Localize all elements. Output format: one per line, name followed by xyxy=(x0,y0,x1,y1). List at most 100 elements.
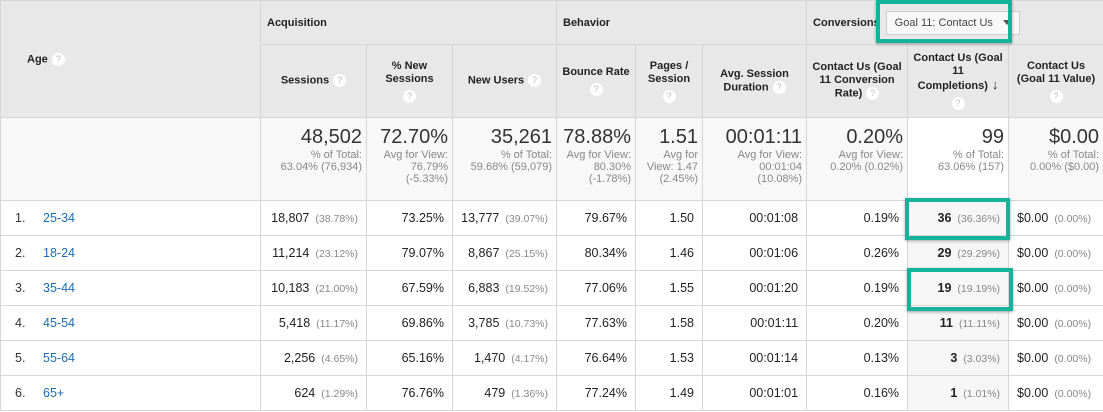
column-header-5[interactable]: Avg. Session Duration? xyxy=(701,44,808,118)
completions-value: 3 xyxy=(950,351,958,365)
age-header[interactable]: Age? xyxy=(0,0,261,118)
column-label: % New Sessions xyxy=(385,59,434,85)
help-icon[interactable]: ? xyxy=(662,89,676,103)
age-link[interactable]: 45-54 xyxy=(43,316,75,330)
sessions-value: 5,418 xyxy=(278,316,311,330)
cell-new-users: 13,777 (39.07%) xyxy=(452,200,557,236)
cell-new-sessions: 73.25% xyxy=(366,200,453,236)
column-header-2[interactable]: New Users? xyxy=(452,44,557,118)
bounce-value: 77.63% xyxy=(584,316,627,330)
cell-conv-rate: 0.16% xyxy=(806,375,909,411)
column-label: Bounce Rate xyxy=(562,66,630,78)
duration-value: 00:01:11 xyxy=(750,316,799,330)
row-index: 6. xyxy=(15,386,26,400)
help-icon[interactable]: ? xyxy=(1049,89,1063,103)
completions-pct: (1.01%) xyxy=(963,388,1001,400)
value-value: $0.00 xyxy=(1017,316,1049,330)
cell-bounce: 77.06% xyxy=(556,270,636,306)
new-users-value: 3,785 xyxy=(468,316,500,330)
sessions-pct: (23.12%) xyxy=(315,248,358,260)
summary-note: 63.04% (76,934) xyxy=(280,161,362,173)
summary-cell: 99% of Total: 63.06% (157) xyxy=(907,117,1010,201)
conv-rate-value: 0.13% xyxy=(863,351,900,365)
age-link[interactable]: 25-34 xyxy=(43,211,75,225)
sort-desc-icon[interactable]: ↓ xyxy=(991,77,999,92)
summary-note: Avg for View: xyxy=(838,149,904,161)
cell-conv-rate: 0.20% xyxy=(806,305,909,341)
table-row: 5. 55-64 2,256 (4.65%) 65.16% 1,470 (4.17%) 76.… xyxy=(0,340,1103,376)
cell-sessions: 2,256 (4.65%) xyxy=(260,340,367,376)
summary-value: 1.51 xyxy=(659,126,698,148)
sessions-pct: (38.78%) xyxy=(315,213,358,225)
summary-note: (2.45%) xyxy=(659,173,698,185)
table-row: 3. 35-44 10,183 (21.00%) 67.59% 6,883 (19.52%)… xyxy=(0,270,1103,306)
cell-value: $0.00 (0.00%) xyxy=(1008,375,1103,411)
completions-pct: (3.03%) xyxy=(963,353,1001,365)
completions-value: 19 xyxy=(937,281,952,295)
age-link[interactable]: 55-64 xyxy=(43,351,75,365)
new-users-value: 8,867 xyxy=(468,246,500,260)
cell-bounce: 77.24% xyxy=(556,375,636,411)
cell-bounce: 79.67% xyxy=(556,200,636,236)
conv-rate-value: 0.19% xyxy=(863,211,900,225)
help-icon[interactable]: ? xyxy=(589,83,603,96)
value-value: $0.00 xyxy=(1017,351,1049,365)
value-value: $0.00 xyxy=(1017,211,1049,225)
help-icon[interactable]: ? xyxy=(51,52,65,66)
column-header-4[interactable]: Pages / Session? xyxy=(635,44,703,118)
cell-conv-rate: 0.13% xyxy=(806,340,909,376)
bounce-value: 80.34% xyxy=(584,246,627,260)
cell-value: $0.00 (0.00%) xyxy=(1008,200,1103,236)
column-header-7[interactable]: Contact Us (Goal 11 Completions) ↓? xyxy=(907,44,1010,118)
new-users-pct: (4.17%) xyxy=(511,353,548,365)
row-index: 2. xyxy=(15,246,26,260)
new-users-value: 1,470 xyxy=(473,351,506,365)
caret-down-icon xyxy=(1002,20,1011,26)
column-header-8[interactable]: Contact Us (Goal 11 Value)? xyxy=(1008,44,1103,118)
cell-new-users: 8,867 (25.15%) xyxy=(452,235,557,271)
cell-new-users: 6,883 (19.52%) xyxy=(452,270,557,306)
completions-pct: (19.19%) xyxy=(957,283,1001,295)
conv-rate-value: 0.26% xyxy=(863,246,900,260)
summary-note: 59.68% (59,079) xyxy=(470,161,552,173)
cell-new-users: 479 (1.36%) xyxy=(452,375,557,411)
help-icon[interactable]: ? xyxy=(772,80,786,94)
age-cell: 2. 18-24 xyxy=(0,235,261,271)
column-header-3[interactable]: Bounce Rate? xyxy=(556,44,636,118)
age-link[interactable]: 65+ xyxy=(43,386,65,400)
help-icon[interactable]: ? xyxy=(866,87,880,101)
new-users-value: 479 xyxy=(484,386,506,400)
summary-note: View: 1.47 xyxy=(646,161,698,173)
summary-value: 0.20% xyxy=(846,126,904,148)
cell-new-users: 3,785 (10.73%) xyxy=(452,305,557,341)
help-icon[interactable]: ? xyxy=(528,74,542,88)
acquisition-group: Acquisition xyxy=(260,0,557,45)
column-header-6[interactable]: Contact Us (Goal 11 Conversion Rate)? xyxy=(806,44,909,118)
conv-rate-value: 0.19% xyxy=(863,281,900,295)
duration-value: 00:01:20 xyxy=(749,281,799,295)
cell-new-users: 1,470 (4.17%) xyxy=(452,340,557,376)
summary-note: Avg for View: xyxy=(383,149,448,161)
help-icon[interactable]: ? xyxy=(333,74,347,88)
summary-note: % of Total: xyxy=(500,149,552,161)
cell-completions: 36 (36.36%) xyxy=(907,200,1010,236)
cell-value: $0.00 (0.00%) xyxy=(1008,270,1103,306)
summary-note: 80.30% xyxy=(593,161,631,173)
age-link[interactable]: 35-44 xyxy=(43,281,75,295)
cell-completions: 19 (19.19%) xyxy=(907,270,1010,306)
completions-value: 11 xyxy=(939,316,953,330)
summary-cell: 0.20% Avg for View: 0.20% (0.02%) xyxy=(806,117,909,201)
goal-dropdown[interactable]: Goal 11: Contact Us xyxy=(885,10,1020,35)
new-users-pct: (25.15%) xyxy=(505,248,548,260)
column-header-0[interactable]: Sessions? xyxy=(260,44,367,118)
summary-note: Avg for View: xyxy=(566,149,631,161)
help-icon[interactable]: ? xyxy=(403,89,416,103)
cell-sessions: 624 (1.29%) xyxy=(260,375,367,411)
age-cell: 5. 55-64 xyxy=(0,340,261,376)
new-users-value: 13,777 xyxy=(461,211,500,225)
column-header-1[interactable]: % New Sessions? xyxy=(366,44,453,118)
table-row: 6. 65+ 624 (1.29%) 76.76% 479 (1.36%) 77.24% 1.4… xyxy=(0,375,1103,411)
age-link[interactable]: 18-24 xyxy=(43,246,75,260)
help-icon[interactable]: ? xyxy=(951,97,965,110)
